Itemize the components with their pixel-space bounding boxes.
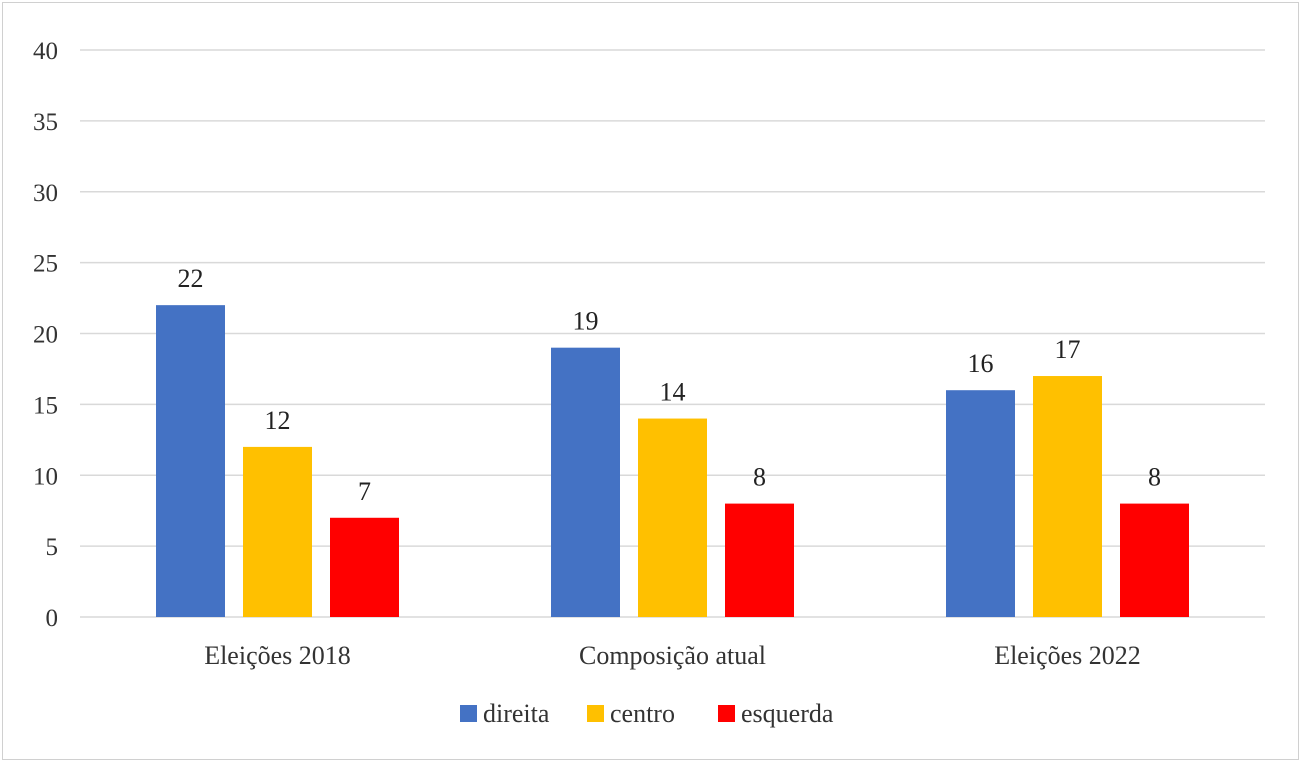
data-labels: 22 12 7 19 14 8 16 17 8 [178, 264, 1162, 506]
legend-label-direita: direita [483, 699, 550, 728]
data-label-esquerda: 8 [753, 463, 766, 492]
data-label-esquerda: 8 [1148, 463, 1161, 492]
legend-swatch-esquerda [718, 705, 735, 722]
bar-direita [156, 305, 225, 617]
data-label-direita: 22 [178, 264, 204, 293]
y-tick-label: 20 [33, 322, 58, 349]
data-label-centro: 17 [1055, 335, 1081, 364]
y-axis-ticks: 0 5 10 15 20 25 30 35 40 [33, 38, 58, 632]
category-label: Composição atual [579, 641, 766, 670]
legend: direita centro esquerda [460, 699, 834, 728]
y-tick-label: 15 [33, 392, 58, 419]
bar-centro [638, 418, 707, 617]
data-label-direita: 19 [573, 307, 599, 336]
y-tick-label: 25 [33, 251, 58, 278]
data-label-direita: 16 [968, 349, 994, 378]
legend-swatch-centro [587, 705, 604, 722]
data-label-centro: 14 [660, 378, 686, 407]
bar-centro [1033, 376, 1102, 617]
y-tick-label: 0 [46, 605, 59, 632]
legend-swatch-direita [460, 705, 477, 722]
bars [156, 305, 1189, 617]
category-label: Eleições 2022 [994, 641, 1141, 670]
y-tick-label: 40 [33, 38, 58, 65]
category-label: Eleições 2018 [204, 641, 351, 670]
y-tick-label: 35 [33, 109, 58, 136]
bar-esquerda [725, 503, 794, 617]
data-label-centro: 12 [265, 406, 291, 435]
bar-centro [243, 446, 312, 617]
bar-direita [551, 347, 620, 617]
bar-direita [946, 390, 1015, 617]
data-label-esquerda: 7 [358, 477, 371, 506]
bar-esquerda [1120, 503, 1189, 617]
legend-label-centro: centro [610, 699, 675, 728]
y-tick-label: 30 [33, 180, 58, 207]
bar-esquerda [330, 517, 399, 617]
y-tick-label: 5 [46, 534, 59, 561]
y-tick-label: 10 [33, 463, 58, 490]
legend-label-esquerda: esquerda [741, 699, 834, 728]
x-axis-categories: Eleições 2018 Composição atual Eleições 20… [204, 641, 1141, 670]
